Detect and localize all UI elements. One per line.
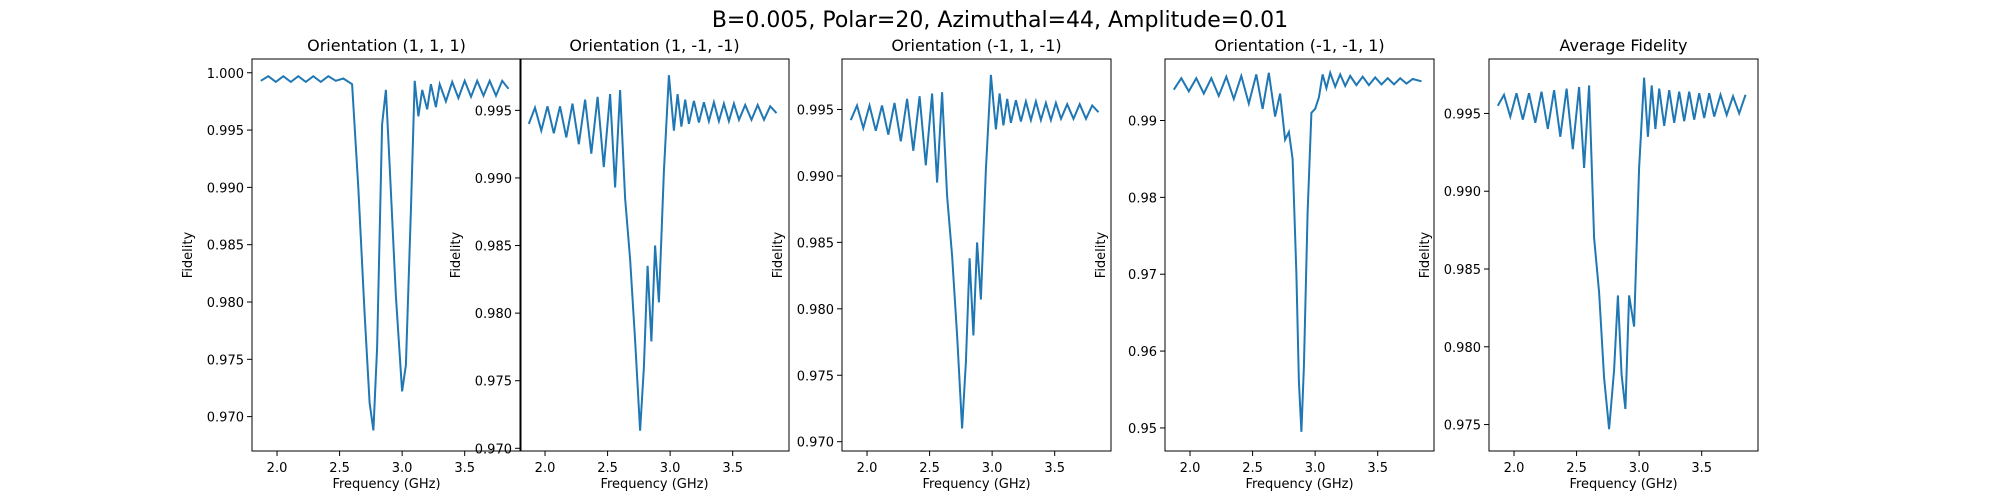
y-tick-label: 0.980	[1444, 341, 1481, 356]
x-tick-label: 3.0	[1629, 461, 1650, 476]
y-tick-label: 0.995	[475, 104, 512, 119]
y-tick-label: 0.97	[1128, 268, 1157, 283]
y-tick-label: 0.990	[797, 170, 834, 185]
x-tick-label: 2.0	[1180, 461, 1201, 476]
y-tick-label: 1.000	[207, 67, 244, 82]
y-axis-label: Fidelity	[1418, 231, 1433, 278]
plot-frame	[841, 58, 1112, 452]
subplot-3: 2.0 2.5 3.0 3.5 0.970 0.975 0.980 0.985 0.990 0.9…	[771, 36, 1112, 492]
y-tick-label: 0.980	[797, 303, 834, 318]
plot-frame	[1488, 58, 1759, 452]
y-tick-label: 0.980	[207, 296, 244, 311]
fidelity-curve	[849, 74, 1100, 429]
x-tick-label: 2.5	[1242, 461, 1263, 476]
y-tick-label: 0.985	[1444, 263, 1481, 278]
fidelity-curve	[527, 75, 778, 431]
x-tick-label: 3.5	[454, 461, 475, 476]
subplot-2: 2.0 2.5 3.0 3.50.9700.9750.9800.9850.9900.9…	[449, 36, 790, 492]
y-tick-label: 0.98	[1128, 191, 1157, 206]
x-axis-label: Frequency (GHz)	[922, 477, 1030, 492]
subplot-title: Orientation (-1, 1, -1)	[891, 36, 1061, 55]
fidelity-curve	[1172, 69, 1422, 432]
y-tick-label: 0.995	[1444, 107, 1481, 122]
y-tick-label: 0.975	[475, 375, 512, 390]
fidelity-curve	[260, 74, 510, 431]
y-tick-label: 0.975	[1444, 419, 1481, 434]
y-tick-label: 0.990	[1444, 185, 1481, 200]
y-axis-label: Fidelity	[181, 231, 196, 278]
y-tick-label: 0.975	[207, 353, 244, 368]
x-tick-label: 3.0	[1305, 461, 1326, 476]
x-tick-label: 2.0	[1504, 461, 1525, 476]
x-axis-label: Frequency (GHz)	[1245, 477, 1353, 492]
figure-title: B=0.005, Polar=20, Azimuthal=44, Amplitu…	[712, 8, 1288, 33]
x-tick-label: 3.0	[982, 461, 1003, 476]
y-tick-label: 0.970	[207, 411, 244, 426]
subplot-4: 2.0 2.5 3.0 3.5 0.95 0.96 0.97 0.98 0.99 Orientat…	[1094, 36, 1435, 492]
plot-frame	[519, 58, 790, 452]
x-tick-label: 3.5	[1367, 461, 1388, 476]
x-tick-label: 2.5	[919, 461, 940, 476]
y-tick-label: 0.985	[797, 236, 834, 251]
fidelity-curve	[1496, 77, 1747, 430]
subplot-title: Orientation (1, 1, 1)	[307, 36, 466, 55]
y-axis-label: Fidelity	[771, 231, 786, 278]
y-tick-label: 0.995	[797, 103, 834, 118]
y-tick-label: 0.985	[475, 240, 512, 255]
x-tick-label: 2.0	[857, 461, 878, 476]
x-axis-label: Frequency (GHz)	[332, 477, 440, 492]
y-tick-label: 0.970	[797, 436, 834, 451]
x-tick-label: 2.0	[535, 461, 556, 476]
x-axis-label: Frequency (GHz)	[1569, 477, 1677, 492]
subplot-1: 2.0 2.5 3.0 3.50.9700.9750.9800.9850.9900.9…	[181, 36, 522, 492]
x-axis-label: Frequency (GHz)	[600, 477, 708, 492]
x-tick-label: 3.5	[1691, 461, 1712, 476]
x-tick-label: 2.5	[1566, 461, 1587, 476]
subplot-title: Orientation (-1, -1, 1)	[1214, 36, 1384, 55]
y-tick-label: 0.980	[475, 307, 512, 322]
y-tick-label: 0.990	[475, 172, 512, 187]
y-tick-label: 0.985	[207, 239, 244, 254]
x-tick-label: 2.5	[329, 461, 350, 476]
plot-frame	[251, 58, 522, 452]
subplot-title: Orientation (1, -1, -1)	[569, 36, 739, 55]
y-tick-label: 0.970	[475, 442, 512, 457]
y-tick-label: 0.99	[1128, 114, 1157, 129]
x-tick-label: 3.5	[1044, 461, 1065, 476]
y-axis-label: Fidelity	[449, 231, 464, 278]
x-tick-label: 2.0	[267, 461, 288, 476]
y-tick-label: 0.990	[207, 181, 244, 196]
y-tick-label: 0.96	[1128, 345, 1157, 360]
y-tick-label: 0.975	[797, 369, 834, 384]
y-tick-label: 0.995	[207, 124, 244, 139]
subplot-5: 2.0 2.5 3.0 3.5 0.975 0.980 0.985 0.990 0.995 Ave…	[1418, 36, 1759, 492]
x-tick-label: 3.5	[722, 461, 743, 476]
x-tick-label: 2.5	[597, 461, 618, 476]
subplot-title: Average Fidelity	[1560, 36, 1688, 55]
plot-frame	[1164, 58, 1435, 452]
y-axis-label: Fidelity	[1094, 231, 1109, 278]
x-tick-label: 3.0	[392, 461, 413, 476]
x-tick-label: 3.0	[660, 461, 681, 476]
y-tick-label: 0.95	[1128, 422, 1157, 437]
